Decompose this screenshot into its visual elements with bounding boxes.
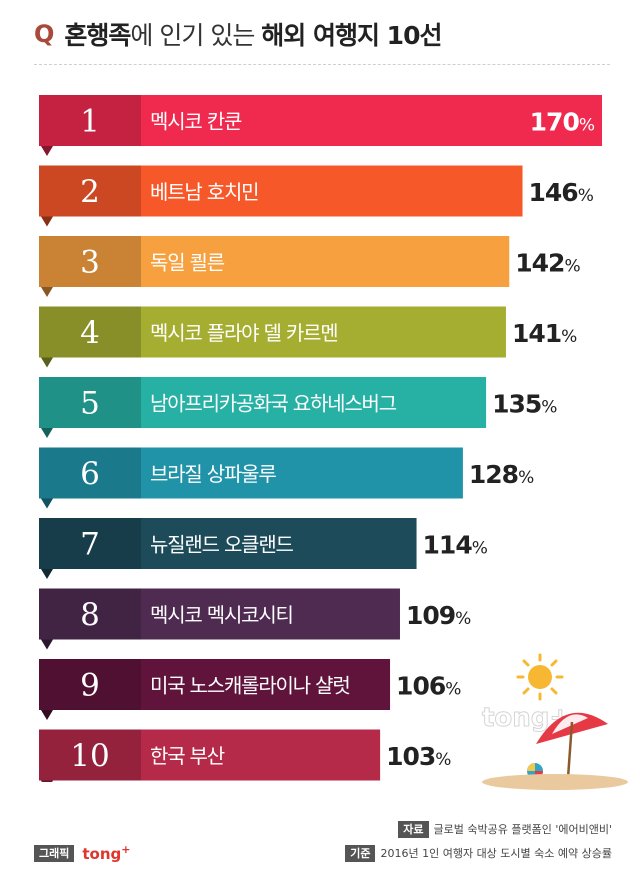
value-unit: %	[564, 257, 580, 277]
category-label: 독일 쾰른	[150, 251, 225, 275]
category-label: 남아프리카공화국 요하네스버그	[150, 392, 397, 416]
brand-plus: +	[121, 843, 131, 856]
bar-row: 2 베트남 호치민 146%	[39, 165, 595, 227]
category-label: 멕시코 멕시코시티	[150, 603, 293, 627]
bar-row: 1 멕시코 칸쿤 170%	[39, 95, 602, 156]
rank-label: 8	[80, 597, 100, 633]
value-unit: %	[455, 609, 471, 629]
title-part-1: 혼행족	[64, 21, 131, 50]
rank-box	[39, 447, 141, 499]
value-unit: %	[578, 186, 594, 206]
value-label: 114%	[423, 531, 488, 560]
bar-fold	[41, 357, 53, 368]
category-label: 미국 노스캐롤라이나 샬럿	[150, 674, 350, 698]
value-unit: %	[445, 680, 461, 700]
rank-label: 4	[80, 315, 100, 351]
bar-fold	[41, 428, 53, 438]
title-part-2: 에 인기 있는	[130, 21, 262, 50]
bar-row: 3 독일 쾰른 142%	[39, 236, 581, 297]
chart-title: 혼행족에 인기 있는 해외 여행지 10선	[64, 16, 442, 52]
bar-fold	[41, 639, 53, 650]
rank-box	[39, 588, 141, 640]
basis-text: 2016년 1인 여행자 대상 도시별 숙소 예약 상승률	[380, 847, 612, 860]
value-label: 106%	[396, 672, 461, 701]
bar-row: 6 브라질 상파울루 128%	[39, 447, 535, 509]
category-label: 브라질 상파울루	[150, 462, 276, 486]
header-divider	[34, 64, 610, 65]
bar-fold	[41, 146, 53, 156]
rank-box	[39, 165, 141, 217]
value-unit: %	[541, 398, 557, 418]
bar-fold	[41, 498, 53, 509]
category-label: 한국 부산	[150, 744, 225, 768]
category-label: 베트남 호치민	[150, 180, 258, 204]
bar-row: 4 멕시코 플라야 델 카르멘 141%	[39, 306, 578, 368]
value-unit: %	[561, 327, 577, 347]
category-label: 뉴질랜드 오클랜드	[150, 533, 294, 557]
bar-row: 7 뉴질랜드 오클랜드 114%	[39, 518, 489, 579]
category-label: 멕시코 플라야 델 카르멘	[150, 321, 337, 345]
rank-box	[39, 659, 141, 710]
source-tag: 자료	[398, 821, 429, 838]
beach-umbrella-icon	[536, 712, 608, 779]
bar-row: 5 남아프리카공화국 요하네스버그 135%	[39, 377, 558, 438]
value-unit: %	[579, 116, 595, 136]
chart-header: Q 혼행족에 인기 있는 해외 여행지 10선	[34, 14, 442, 54]
bar-fold	[41, 216, 53, 227]
sun-icon	[516, 653, 564, 701]
rank-label: 1	[80, 104, 100, 140]
rank-label: 9	[80, 668, 100, 704]
value-label: 103%	[386, 742, 451, 771]
rank-label: 2	[80, 174, 100, 210]
source-text: 글로벌 숙박공유 플랫폼인 '에어비앤비'	[433, 823, 612, 836]
rank-label: 7	[80, 527, 100, 563]
bar-fold	[41, 710, 53, 720]
rank-box	[39, 236, 141, 287]
q-mark: Q	[34, 20, 55, 48]
bar-fold	[41, 287, 53, 297]
rank-label: 5	[80, 386, 100, 422]
graphic-tag: 그래픽	[34, 844, 75, 862]
category-label: 멕시코 칸쿤	[150, 110, 242, 134]
value-label: 146%	[529, 178, 594, 207]
bar-chart: 1 멕시코 칸쿤 170%2 베트남 호치민 146%3 독일 쾰른 142%4 멕시코 플라…	[39, 95, 602, 782]
beach-illustration: tong+	[482, 653, 628, 790]
rank-label: 10	[70, 738, 109, 774]
source-note: 자료 글로벌 숙박공유 플랫폼인 '에어비앤비' 기준 2016년 1인 여행자 대…	[345, 818, 612, 866]
bar-row: 10 한국 부산 103%	[39, 729, 452, 782]
basis-tag: 기준	[345, 845, 376, 862]
bar-row: 8 멕시코 멕시코시티 109%	[39, 588, 472, 650]
graphic-credit: 그래픽 tong+	[34, 843, 131, 863]
rank-box	[39, 377, 141, 428]
value-label: 109%	[406, 601, 471, 630]
value-label: 141%	[512, 319, 577, 348]
value-unit: %	[435, 750, 451, 770]
value-unit: %	[472, 539, 488, 559]
brand-name: tong	[82, 845, 122, 863]
bar-fold	[41, 780, 53, 782]
rank-box	[39, 729, 141, 781]
bar-row: 9 미국 노스캐롤라이나 샬럿 106%	[39, 659, 462, 720]
brand-logo: tong+	[82, 843, 130, 863]
bar-fold	[41, 569, 53, 579]
rank-box	[39, 306, 141, 358]
rank-box	[39, 95, 141, 146]
value-label: 135%	[492, 390, 557, 419]
value-label: 142%	[515, 249, 580, 278]
value-unit: %	[518, 468, 534, 488]
value-label: 128%	[469, 460, 534, 489]
sand-mound	[482, 774, 628, 790]
rank-label: 6	[80, 456, 100, 492]
rank-label: 3	[80, 245, 100, 281]
rank-box	[39, 518, 141, 569]
title-part-3: 해외 여행지 10선	[261, 21, 442, 50]
